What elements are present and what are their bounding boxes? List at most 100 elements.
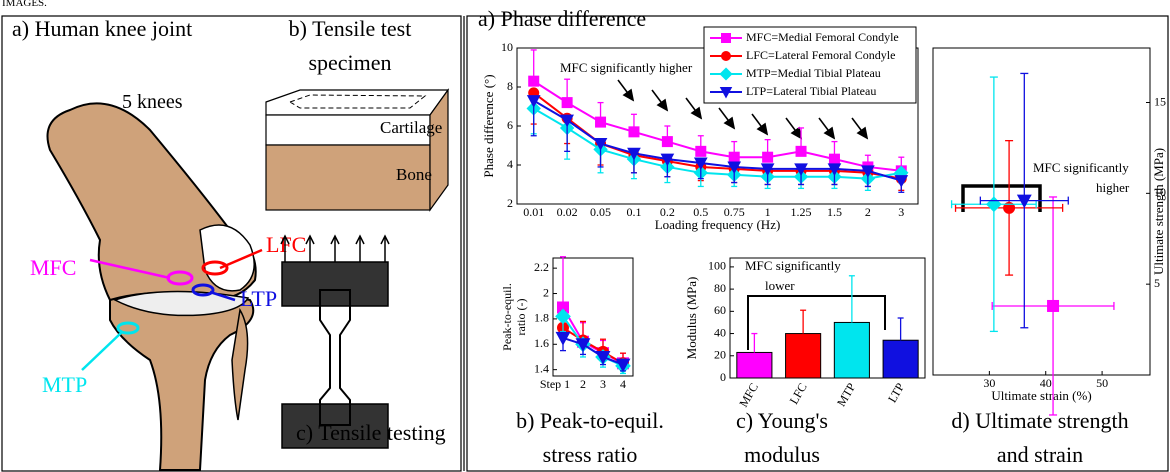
annotation: MFC significantly	[1033, 160, 1129, 175]
y-tick-label: 5	[1154, 276, 1160, 290]
legend-box	[703, 26, 917, 104]
marker	[615, 358, 631, 373]
y-tick-label: 2.2	[534, 260, 549, 274]
y-axis-label: Ultimate strength (MPa)	[1151, 148, 1166, 275]
header: IMAGES.	[2, 0, 47, 9]
annotation: higher	[1096, 180, 1130, 195]
right-frame	[466, 15, 1169, 472]
bar	[833, 321, 870, 379]
y-axis-label: Modulus (MPa)	[684, 277, 699, 360]
x-tick-label: 4	[620, 377, 626, 391]
mtp-mark	[116, 321, 140, 335]
y-tick-label: 40	[714, 325, 726, 339]
marker	[595, 350, 611, 365]
x-tick-label: 0.1	[626, 205, 641, 219]
series-line	[562, 306, 624, 365]
series-line	[533, 80, 902, 172]
chart-title: modulus	[744, 442, 820, 467]
y-tick-label: 2	[543, 285, 549, 299]
cartilage-label: Cartilage	[380, 118, 442, 137]
series-line	[562, 336, 624, 366]
marker	[727, 161, 742, 174]
marker	[528, 75, 540, 87]
panel-title: b) Tensile test	[289, 16, 412, 41]
x-tick-label: 1.25	[791, 205, 812, 219]
y-tick-label: 1.4	[534, 361, 549, 375]
x-tick-label: 30	[983, 376, 995, 390]
chart-title: d) Ultimate strength	[951, 408, 1128, 433]
ltp-mark	[191, 283, 215, 297]
marker	[695, 145, 707, 157]
x-tick-label: 3	[898, 205, 904, 219]
x-tick-label: 0.2	[660, 205, 675, 219]
marker	[660, 153, 675, 167]
marker	[555, 331, 571, 346]
marker	[894, 175, 909, 188]
chart-title: and strain	[997, 442, 1083, 467]
marker	[762, 151, 774, 163]
y-tick-label: 80	[714, 281, 726, 295]
bar	[882, 339, 919, 379]
mtp-leader	[81, 331, 123, 371]
y-tick-label: 6	[507, 118, 513, 132]
significance-arrows	[617, 79, 869, 140]
tensile-rig	[280, 234, 390, 449]
significance-brackets	[747, 184, 1042, 350]
left-frame	[1, 15, 462, 472]
ltp-leader	[209, 290, 236, 302]
y-axis-label: Phase difference (°)	[481, 74, 496, 177]
marker	[693, 157, 708, 171]
legend-label: LFC=Lateral Femoral Condyle	[746, 48, 895, 62]
tibia	[109, 291, 255, 471]
x-tick-label: MFC	[736, 381, 761, 410]
bar	[785, 333, 822, 379]
lfc-mark	[201, 260, 229, 276]
marker	[828, 153, 840, 165]
marker	[1003, 201, 1016, 214]
y-tick-label: 8	[507, 79, 513, 93]
axes-frame	[729, 257, 926, 379]
ltp-label: LTP	[240, 286, 277, 311]
mfc-label: MFC	[30, 255, 76, 280]
marker	[560, 114, 574, 128]
marker	[861, 165, 875, 178]
axes-frame	[552, 257, 634, 377]
marker	[595, 116, 607, 128]
y-tick-label: 1.8	[534, 311, 549, 325]
marker	[575, 338, 591, 352]
x-tick-label: 1.5	[827, 205, 842, 219]
marker	[760, 163, 775, 176]
marker	[986, 196, 1002, 213]
marker	[1047, 299, 1060, 312]
chart-title: b) Peak-to-equil.	[516, 408, 664, 433]
x-tick-label: 0.05	[590, 205, 611, 219]
y-tick-label: 60	[714, 303, 726, 317]
x-tick-label: LTP	[885, 380, 907, 405]
legend-marker	[719, 67, 733, 81]
legend-marker	[719, 87, 733, 99]
marker	[1016, 194, 1032, 209]
chart-title: c) Young's	[736, 408, 828, 433]
y-tick-label: 20	[714, 348, 726, 362]
y-axis-label: Peak-to-equil.	[500, 283, 514, 351]
x-tick-label: 2	[865, 205, 871, 219]
chart-title: stress ratio	[543, 442, 638, 467]
marker	[561, 97, 573, 109]
y-tick-label: 0	[720, 370, 726, 384]
y-tick-label: 1.6	[534, 336, 549, 350]
knee-count: 5 knees	[122, 91, 183, 113]
legend-label: LTP=Lateral Tibial Plateau	[746, 84, 876, 98]
panel-title: c) Tensile testing	[296, 420, 446, 445]
annotation: MFC significantly	[745, 258, 841, 273]
x-tick-label: 0.01	[523, 205, 544, 219]
y-tick-label: 2	[507, 196, 513, 210]
axes-frame	[932, 47, 1151, 376]
marker	[627, 147, 641, 161]
marker	[593, 138, 608, 151]
x-tick-label: 40	[1040, 376, 1052, 390]
x-tick-label: 0.5	[693, 205, 708, 219]
x-axis-label: Ultimate strain (%)	[991, 388, 1091, 403]
lfc-label: LFC	[266, 232, 306, 257]
marker	[661, 136, 673, 148]
x-tick-label: 3	[600, 377, 606, 391]
